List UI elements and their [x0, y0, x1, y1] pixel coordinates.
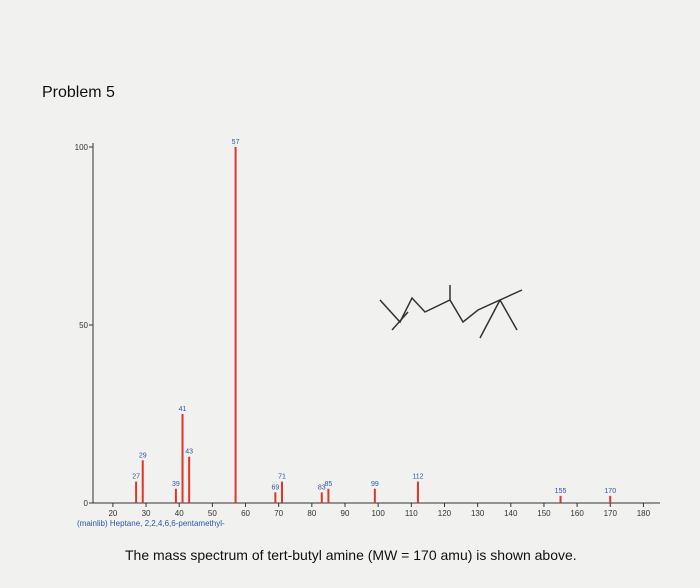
peak-label: 39 [172, 481, 180, 488]
peak-label: 170 [604, 488, 616, 495]
x-tick-label: 170 [604, 509, 618, 518]
x-tick-label: 30 [142, 509, 151, 518]
peak-label: 85 [325, 481, 333, 488]
x-tick-label: 130 [471, 509, 485, 518]
y-tick-label: 50 [79, 321, 88, 330]
compound-note: (mainlib) Heptane, 2,2,4,6,6-pentamethyl… [77, 519, 225, 528]
x-tick-label: 70 [274, 509, 283, 518]
structure-bond [479, 299, 501, 339]
peak-label: 29 [139, 452, 147, 459]
y-tick-label: 100 [75, 143, 89, 152]
x-tick-label: 20 [108, 509, 117, 518]
peak-label: 112 [412, 474, 423, 481]
peak-label: 99 [371, 481, 379, 488]
y-tick-label: 0 [84, 499, 89, 508]
peak-label: 27 [132, 474, 140, 481]
structure-chain [379, 296, 518, 331]
x-tick-label: 60 [241, 509, 250, 518]
peak-label: 83 [318, 484, 326, 491]
peak-label: 57 [232, 139, 240, 146]
x-tick-label: 80 [307, 509, 316, 518]
heading: Problem 5 [42, 84, 115, 101]
peak-label: 155 [555, 488, 567, 495]
peak-label: 69 [271, 484, 279, 491]
x-tick-label: 90 [341, 509, 350, 518]
structure-bond [499, 289, 523, 301]
x-tick-label: 140 [504, 509, 518, 518]
structure-bond [391, 311, 409, 331]
caption: The mass spectrum of tert-butyl amine (M… [125, 547, 577, 563]
x-tick-label: 110 [405, 509, 418, 518]
peak-label: 71 [278, 474, 286, 481]
x-tick-label: 100 [371, 509, 385, 518]
structure [379, 285, 523, 339]
x-tick-label: 160 [570, 509, 584, 518]
x-tick-label: 180 [637, 509, 651, 518]
x-tick-label: 150 [537, 509, 551, 518]
x-tick-label: 40 [175, 509, 184, 518]
peak-label: 43 [185, 449, 193, 456]
peak-label: 41 [179, 406, 187, 413]
x-tick-label: 50 [208, 509, 217, 518]
x-tick-label: 120 [438, 509, 452, 518]
